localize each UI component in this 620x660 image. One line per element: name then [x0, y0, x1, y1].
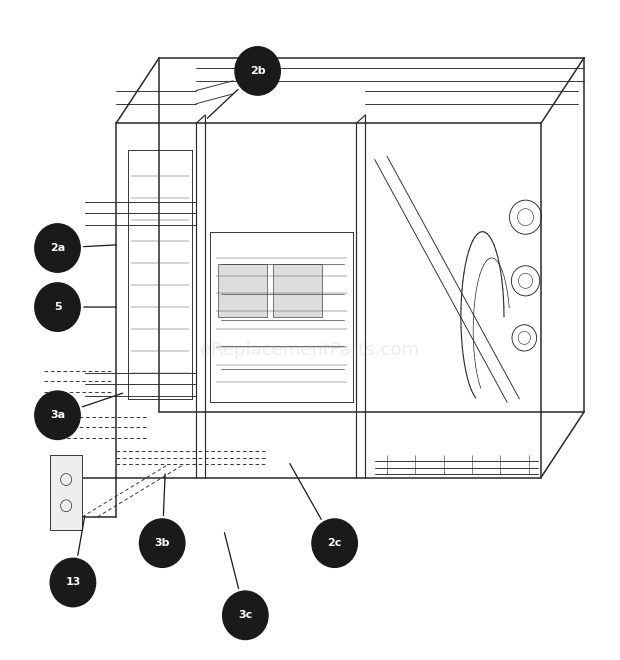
Text: eReplacementParts.com: eReplacementParts.com: [200, 341, 420, 358]
Bar: [218, 265, 267, 317]
Circle shape: [139, 518, 185, 568]
Circle shape: [234, 46, 281, 96]
Circle shape: [222, 590, 268, 640]
Circle shape: [34, 390, 81, 440]
Text: 3c: 3c: [238, 610, 252, 620]
Text: 5: 5: [54, 302, 61, 312]
Text: 13: 13: [65, 578, 81, 587]
Circle shape: [50, 558, 96, 607]
Text: 2b: 2b: [250, 66, 265, 76]
Text: 2a: 2a: [50, 243, 65, 253]
Text: 2c: 2c: [327, 538, 342, 548]
Text: 3a: 3a: [50, 411, 65, 420]
Circle shape: [34, 223, 81, 273]
Circle shape: [34, 282, 81, 332]
Bar: [273, 265, 322, 317]
Circle shape: [311, 518, 358, 568]
Text: 3b: 3b: [154, 538, 170, 548]
Bar: [50, 455, 82, 530]
